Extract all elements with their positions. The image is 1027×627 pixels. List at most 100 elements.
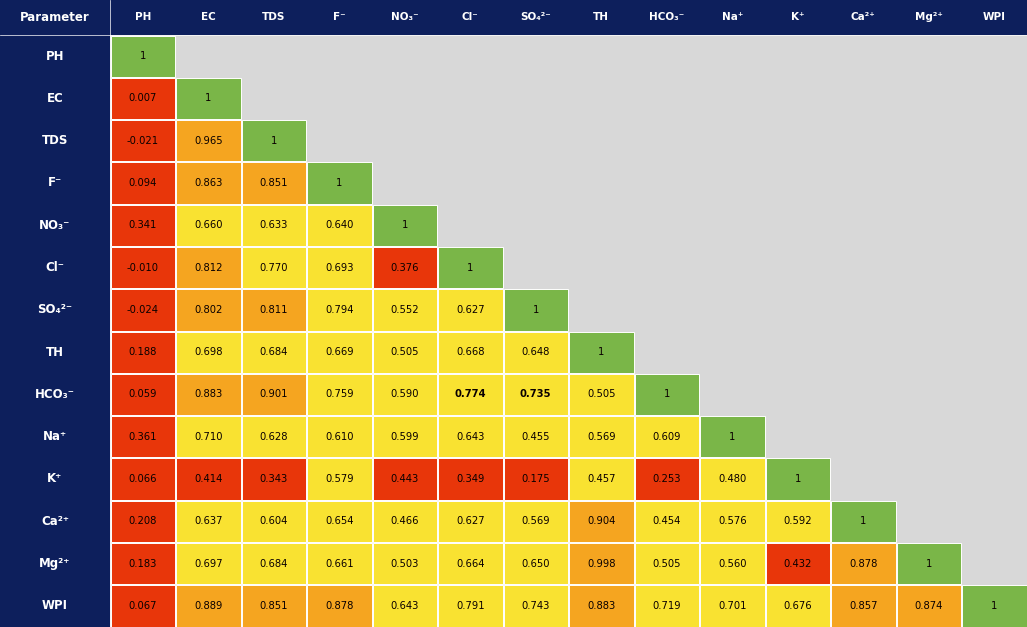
Bar bbox=[307, 585, 372, 626]
Text: 1: 1 bbox=[402, 220, 408, 230]
Text: 0.627: 0.627 bbox=[456, 305, 485, 315]
Bar bbox=[503, 585, 568, 626]
Bar bbox=[176, 332, 240, 373]
Bar bbox=[635, 543, 699, 584]
Bar bbox=[111, 332, 175, 373]
Text: TH: TH bbox=[46, 345, 64, 359]
Bar bbox=[111, 162, 175, 204]
Text: 0.505: 0.505 bbox=[390, 347, 419, 357]
Bar bbox=[176, 78, 240, 119]
Text: SO₄²⁻: SO₄²⁻ bbox=[521, 13, 551, 23]
Bar bbox=[176, 247, 240, 288]
Bar bbox=[0, 331, 110, 373]
Bar bbox=[0, 458, 110, 500]
Text: 0.590: 0.590 bbox=[390, 389, 419, 399]
Bar bbox=[241, 543, 306, 584]
Bar bbox=[241, 416, 306, 457]
Bar bbox=[176, 374, 240, 415]
Text: 0.466: 0.466 bbox=[390, 516, 419, 526]
Bar bbox=[0, 288, 110, 331]
Text: -0.021: -0.021 bbox=[126, 135, 159, 145]
Text: 0.569: 0.569 bbox=[522, 516, 550, 526]
Bar bbox=[569, 500, 634, 542]
Text: 0.505: 0.505 bbox=[652, 559, 681, 569]
Bar bbox=[373, 416, 438, 457]
Text: 0.669: 0.669 bbox=[325, 347, 353, 357]
Bar bbox=[503, 500, 568, 542]
Text: 1: 1 bbox=[533, 305, 539, 315]
Text: 0.759: 0.759 bbox=[325, 389, 353, 399]
Text: 0.454: 0.454 bbox=[652, 516, 681, 526]
Bar bbox=[241, 247, 306, 288]
Text: EC: EC bbox=[46, 92, 64, 105]
Text: SO₄²⁻: SO₄²⁻ bbox=[37, 303, 73, 317]
Text: 0.791: 0.791 bbox=[456, 601, 485, 611]
Text: 0.627: 0.627 bbox=[456, 516, 485, 526]
Text: 0.188: 0.188 bbox=[128, 347, 157, 357]
Bar bbox=[241, 204, 306, 246]
Text: NO₃⁻: NO₃⁻ bbox=[391, 13, 419, 23]
Text: 1: 1 bbox=[991, 601, 997, 611]
Bar bbox=[373, 374, 438, 415]
Bar bbox=[111, 543, 175, 584]
Text: HCO₃⁻: HCO₃⁻ bbox=[35, 388, 75, 401]
Text: 0.857: 0.857 bbox=[849, 601, 877, 611]
Text: 0.560: 0.560 bbox=[718, 559, 747, 569]
Bar bbox=[176, 120, 240, 161]
Bar bbox=[635, 458, 699, 500]
Text: 1: 1 bbox=[860, 516, 867, 526]
Text: 0.640: 0.640 bbox=[326, 220, 353, 230]
Text: 0.874: 0.874 bbox=[915, 601, 943, 611]
Text: 0.455: 0.455 bbox=[522, 432, 550, 441]
Bar bbox=[176, 204, 240, 246]
Bar bbox=[111, 204, 175, 246]
Bar bbox=[635, 374, 699, 415]
Text: 0.701: 0.701 bbox=[718, 601, 747, 611]
Text: WPI: WPI bbox=[42, 599, 68, 613]
Bar bbox=[307, 289, 372, 330]
Text: F⁻: F⁻ bbox=[333, 13, 345, 23]
Bar bbox=[831, 543, 896, 584]
Text: 0.610: 0.610 bbox=[325, 432, 353, 441]
Bar bbox=[569, 374, 634, 415]
Text: 0.643: 0.643 bbox=[390, 601, 419, 611]
Text: 0.343: 0.343 bbox=[260, 474, 288, 484]
Text: 0.710: 0.710 bbox=[194, 432, 223, 441]
Bar bbox=[438, 416, 502, 457]
Text: 0.650: 0.650 bbox=[522, 559, 550, 569]
Text: 0.770: 0.770 bbox=[260, 263, 288, 273]
Text: 0.349: 0.349 bbox=[456, 474, 485, 484]
Bar bbox=[831, 500, 896, 542]
Text: 1: 1 bbox=[270, 135, 277, 145]
Bar bbox=[307, 458, 372, 500]
Bar bbox=[831, 585, 896, 626]
Bar bbox=[0, 35, 110, 77]
Bar bbox=[373, 289, 438, 330]
Bar bbox=[373, 458, 438, 500]
Text: 0.576: 0.576 bbox=[718, 516, 747, 526]
Bar bbox=[700, 543, 764, 584]
Bar bbox=[111, 247, 175, 288]
Text: 0.660: 0.660 bbox=[194, 220, 223, 230]
Bar bbox=[307, 162, 372, 204]
Text: 0.664: 0.664 bbox=[456, 559, 485, 569]
Bar bbox=[111, 289, 175, 330]
Text: 1: 1 bbox=[795, 474, 801, 484]
Text: 1: 1 bbox=[663, 389, 670, 399]
Bar bbox=[176, 416, 240, 457]
Bar bbox=[0, 416, 110, 458]
Bar bbox=[241, 162, 306, 204]
Text: 0.443: 0.443 bbox=[390, 474, 419, 484]
Text: 0.604: 0.604 bbox=[260, 516, 288, 526]
Bar bbox=[111, 120, 175, 161]
Bar bbox=[503, 289, 568, 330]
Text: 0.457: 0.457 bbox=[587, 474, 615, 484]
Bar bbox=[897, 543, 961, 584]
Text: EC: EC bbox=[201, 13, 216, 23]
Bar bbox=[0, 120, 110, 162]
Text: 0.998: 0.998 bbox=[587, 559, 615, 569]
Text: 0.812: 0.812 bbox=[194, 263, 223, 273]
Bar bbox=[373, 585, 438, 626]
Bar bbox=[111, 374, 175, 415]
Text: 0.654: 0.654 bbox=[325, 516, 353, 526]
